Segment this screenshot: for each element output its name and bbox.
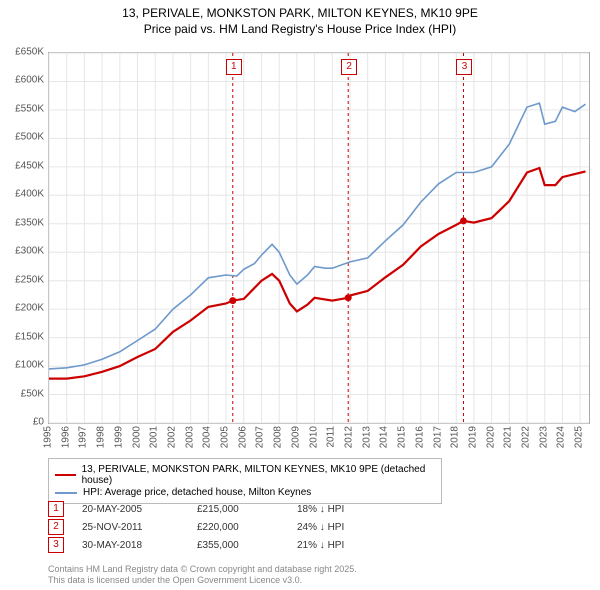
annot-marker-3: 3 [48,537,64,553]
annot-date-1: 20-MAY-2005 [82,504,197,515]
hpi-line [49,103,586,369]
y-axis-tick: £300K [0,246,44,257]
x-axis-tick: 2024 [556,426,567,448]
annot-marker-1: 1 [48,501,64,517]
x-axis-tick: 2000 [131,426,142,448]
legend-label-property: 13, PERIVALE, MONKSTON PARK, MILTON KEYN… [82,464,435,486]
legend-swatch-hpi [55,492,77,494]
legend-row-hpi: HPI: Average price, detached house, Milt… [55,487,435,498]
annot-price-2: £220,000 [197,522,297,533]
x-axis-tick: 1997 [78,426,89,448]
y-axis-tick: £400K [0,189,44,200]
annot-date-3: 30-MAY-2018 [82,540,197,551]
chart-marker-2: 2 [341,59,357,75]
title-line2: Price paid vs. HM Land Registry's House … [8,22,592,38]
x-axis-tick: 2003 [184,426,195,448]
y-axis-tick: £500K [0,132,44,143]
chart-marker-3: 3 [456,59,472,75]
chart-legend: 13, PERIVALE, MONKSTON PARK, MILTON KEYN… [48,458,442,504]
y-axis-tick: £100K [0,360,44,371]
annot-diff-2: 24% ↓ HPI [297,522,387,533]
y-axis-tick: £150K [0,331,44,342]
x-axis-tick: 2013 [361,426,372,448]
title-line1: 13, PERIVALE, MONKSTON PARK, MILTON KEYN… [8,6,592,22]
x-axis-tick: 2005 [220,426,231,448]
annot-price-1: £215,000 [197,504,297,515]
annot-diff-1: 18% ↓ HPI [297,504,387,515]
x-axis-tick: 2020 [485,426,496,448]
legend-label-hpi: HPI: Average price, detached house, Milt… [83,487,311,498]
legend-swatch-property [55,474,76,476]
x-axis-tick: 2017 [432,426,443,448]
x-axis-tick: 2023 [538,426,549,448]
annot-row-1: 1 20-MAY-2005 £215,000 18% ↓ HPI [48,500,387,518]
x-axis-tick: 2006 [237,426,248,448]
x-axis-tick: 2016 [414,426,425,448]
chart-title: 13, PERIVALE, MONKSTON PARK, MILTON KEYN… [0,0,600,37]
legend-row-property: 13, PERIVALE, MONKSTON PARK, MILTON KEYN… [55,464,435,486]
x-axis-tick: 2015 [397,426,408,448]
y-axis-tick: £0 [0,417,44,428]
y-axis-tick: £650K [0,47,44,58]
x-axis-tick: 2021 [503,426,514,448]
annot-diff-3: 21% ↓ HPI [297,540,387,551]
x-axis-tick: 2002 [166,426,177,448]
x-axis-tick: 2008 [273,426,284,448]
x-axis-tick: 2014 [379,426,390,448]
annot-row-2: 2 25-NOV-2011 £220,000 24% ↓ HPI [48,518,387,536]
footer-line1: Contains HM Land Registry data © Crown c… [48,564,357,575]
x-axis-tick: 1999 [113,426,124,448]
x-axis-tick: 1996 [60,426,71,448]
x-axis-tick: 2019 [467,426,478,448]
y-axis-tick: £350K [0,217,44,228]
annot-marker-2: 2 [48,519,64,535]
y-axis-tick: £450K [0,160,44,171]
x-axis-tick: 2001 [149,426,160,448]
x-axis-tick: 2010 [308,426,319,448]
y-axis-tick: £600K [0,75,44,86]
chart-marker-1: 1 [226,59,242,75]
footer-line2: This data is licensed under the Open Gov… [48,575,357,586]
x-axis-tick: 1998 [96,426,107,448]
x-axis-tick: 2022 [521,426,532,448]
annot-price-3: £355,000 [197,540,297,551]
x-axis-tick: 2007 [255,426,266,448]
property-line [49,168,586,379]
x-axis-tick: 2011 [326,426,337,448]
y-axis-tick: £250K [0,274,44,285]
footer-attribution: Contains HM Land Registry data © Crown c… [48,564,357,587]
chart-svg [49,53,589,423]
x-axis-tick: 2018 [450,426,461,448]
sales-annotation-table: 1 20-MAY-2005 £215,000 18% ↓ HPI 2 25-NO… [48,500,387,554]
chart-plot-area: 1 2 3 [48,52,590,424]
x-axis-tick: 2009 [290,426,301,448]
x-axis-tick: 2012 [343,426,354,448]
x-axis-tick: 2025 [574,426,585,448]
x-axis-tick: 1995 [43,426,54,448]
y-axis-tick: £200K [0,303,44,314]
annot-date-2: 25-NOV-2011 [82,522,197,533]
annot-row-3: 3 30-MAY-2018 £355,000 21% ↓ HPI [48,536,387,554]
y-axis-tick: £550K [0,103,44,114]
y-axis-tick: £50K [0,388,44,399]
x-axis-tick: 2004 [202,426,213,448]
